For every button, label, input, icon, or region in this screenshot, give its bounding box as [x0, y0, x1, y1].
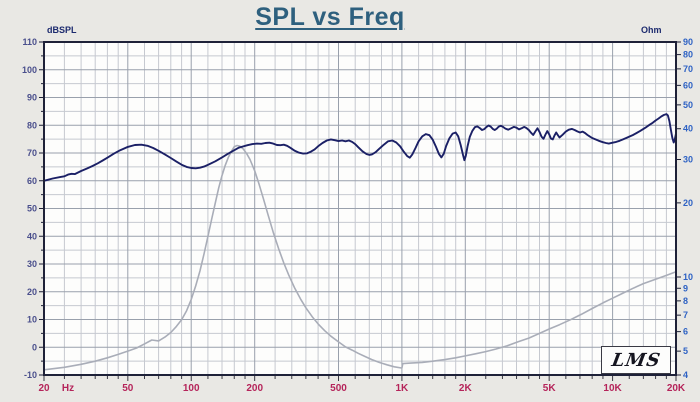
svg-text:70: 70 — [27, 148, 37, 158]
right-axis-unit-label: Ohm — [641, 25, 662, 35]
svg-text:20: 20 — [38, 383, 50, 394]
svg-text:100: 100 — [22, 65, 37, 75]
lms-logo: LMS — [601, 346, 671, 374]
svg-text:5: 5 — [683, 346, 688, 356]
svg-text:50: 50 — [27, 204, 37, 214]
svg-text:40: 40 — [683, 124, 693, 134]
svg-text:20: 20 — [683, 198, 693, 208]
svg-text:40: 40 — [27, 231, 37, 241]
svg-text:500: 500 — [330, 383, 347, 394]
svg-text:10: 10 — [27, 315, 37, 325]
svg-text:20K: 20K — [667, 383, 686, 394]
svg-text:-10: -10 — [24, 370, 37, 380]
freq-axis-labels: 20 50 100 200 500 1K 2K 5K 10K 20K Hz — [38, 383, 686, 394]
freq-axis-unit-label: Hz — [62, 383, 74, 394]
right-axis-ticks — [677, 41, 681, 376]
lms-logo-text: LMS — [609, 349, 663, 371]
svg-text:2K: 2K — [459, 383, 473, 394]
svg-text:90: 90 — [683, 37, 693, 47]
svg-text:6: 6 — [683, 327, 688, 337]
svg-text:70: 70 — [683, 64, 693, 74]
svg-text:110: 110 — [22, 37, 37, 47]
series-impedance-trace — [43, 144, 677, 371]
right-axis-labels: 90 80 70 60 50 40 30 20 109 8 7 6 5 4 — [683, 37, 693, 380]
svg-text:9: 9 — [683, 283, 688, 293]
grid-major — [44, 42, 676, 375]
svg-text:4: 4 — [683, 370, 688, 380]
svg-text:60: 60 — [683, 80, 693, 90]
series-spl-trace — [43, 113, 677, 182]
chart-title: SPL vs Freq — [255, 3, 405, 31]
svg-text:20: 20 — [27, 287, 37, 297]
svg-text:60: 60 — [27, 176, 37, 186]
svg-text:30: 30 — [683, 155, 693, 165]
svg-text:90: 90 — [27, 93, 37, 103]
svg-text:50: 50 — [122, 383, 134, 394]
svg-text:8: 8 — [683, 296, 688, 306]
left-axis-ticks — [39, 41, 43, 376]
svg-text:1K: 1K — [396, 383, 410, 394]
svg-text:10: 10 — [683, 272, 693, 282]
svg-text:200: 200 — [246, 383, 263, 394]
svg-text:80: 80 — [683, 50, 693, 60]
svg-text:50: 50 — [683, 100, 693, 110]
svg-text:5K: 5K — [543, 383, 557, 394]
svg-text:7: 7 — [683, 310, 688, 320]
svg-text:80: 80 — [27, 120, 37, 130]
svg-text:100: 100 — [183, 383, 200, 394]
svg-text:30: 30 — [27, 259, 37, 269]
freq-axis-ticks — [43, 376, 677, 381]
left-axis-unit-label: dBSPL — [47, 25, 77, 35]
svg-text:0: 0 — [32, 342, 37, 352]
svg-text:10K: 10K — [603, 383, 622, 394]
plot-border — [43, 41, 677, 376]
